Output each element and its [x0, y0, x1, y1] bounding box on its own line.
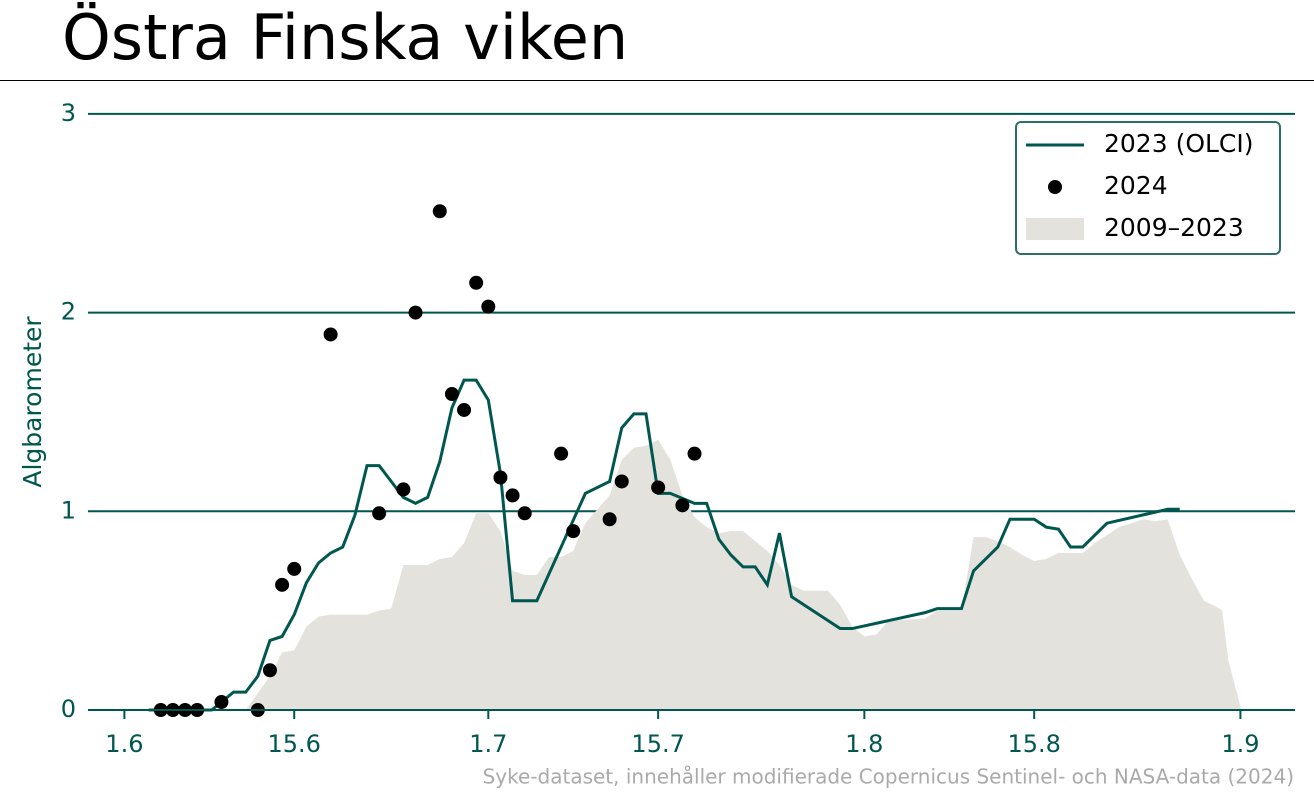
- data-point: [687, 446, 702, 461]
- data-point: [287, 561, 302, 576]
- data-point: [614, 474, 629, 489]
- range-area: [245, 439, 1241, 710]
- y-tick-label: 3: [61, 99, 76, 127]
- legend-swatch: [1048, 180, 1062, 194]
- chart-title: Östra Finska viken: [62, 1, 628, 74]
- data-point: [651, 480, 666, 495]
- data-point: [396, 482, 411, 497]
- legend-swatch: [1026, 218, 1084, 240]
- data-point: [517, 506, 532, 521]
- data-point: [323, 327, 338, 342]
- y-tick-label: 1: [61, 496, 76, 524]
- data-point: [262, 663, 277, 678]
- data-point: [408, 305, 423, 320]
- data-point: [469, 275, 484, 290]
- data-point: [432, 204, 447, 219]
- data-point: [457, 402, 472, 417]
- x-tick-label: 1.9: [1221, 730, 1259, 758]
- data-point: [372, 506, 387, 521]
- data-point: [493, 470, 508, 485]
- legend-label: 2024: [1104, 171, 1168, 200]
- legend: 2023 (OLCI) 2024 2009–2023: [1015, 121, 1281, 255]
- data-point: [275, 577, 290, 592]
- x-tick-label: 15.8: [1007, 730, 1060, 758]
- legend-label: 2023 (OLCI): [1104, 129, 1254, 158]
- x-tick-label: 15.7: [631, 730, 684, 758]
- x-tick-label: 1.8: [845, 730, 883, 758]
- plot-area: 0 1 2 3 1.6 15.6 1.7 15.7 1.8 15.8 1.9: [61, 99, 1295, 758]
- series-line: [148, 378, 1180, 712]
- source-note: Syke-dataset, innehåller modifierade Cop…: [483, 765, 1294, 789]
- data-point: [505, 488, 520, 503]
- data-point: [602, 512, 617, 527]
- data-point: [566, 524, 581, 539]
- data-point: [675, 498, 690, 513]
- x-tick-label: 1.6: [105, 730, 143, 758]
- y-tick-label: 2: [61, 298, 76, 326]
- data-point: [554, 446, 569, 461]
- x-tick-label: 1.7: [469, 730, 507, 758]
- legend-label: 2009–2023: [1104, 213, 1244, 242]
- data-point: [481, 299, 496, 314]
- data-point: [444, 387, 459, 402]
- data-point: [214, 695, 229, 710]
- x-tick-label: 15.6: [268, 730, 321, 758]
- y-axis-label: Algbarometer: [18, 316, 47, 488]
- y-tick-label: 0: [61, 695, 76, 723]
